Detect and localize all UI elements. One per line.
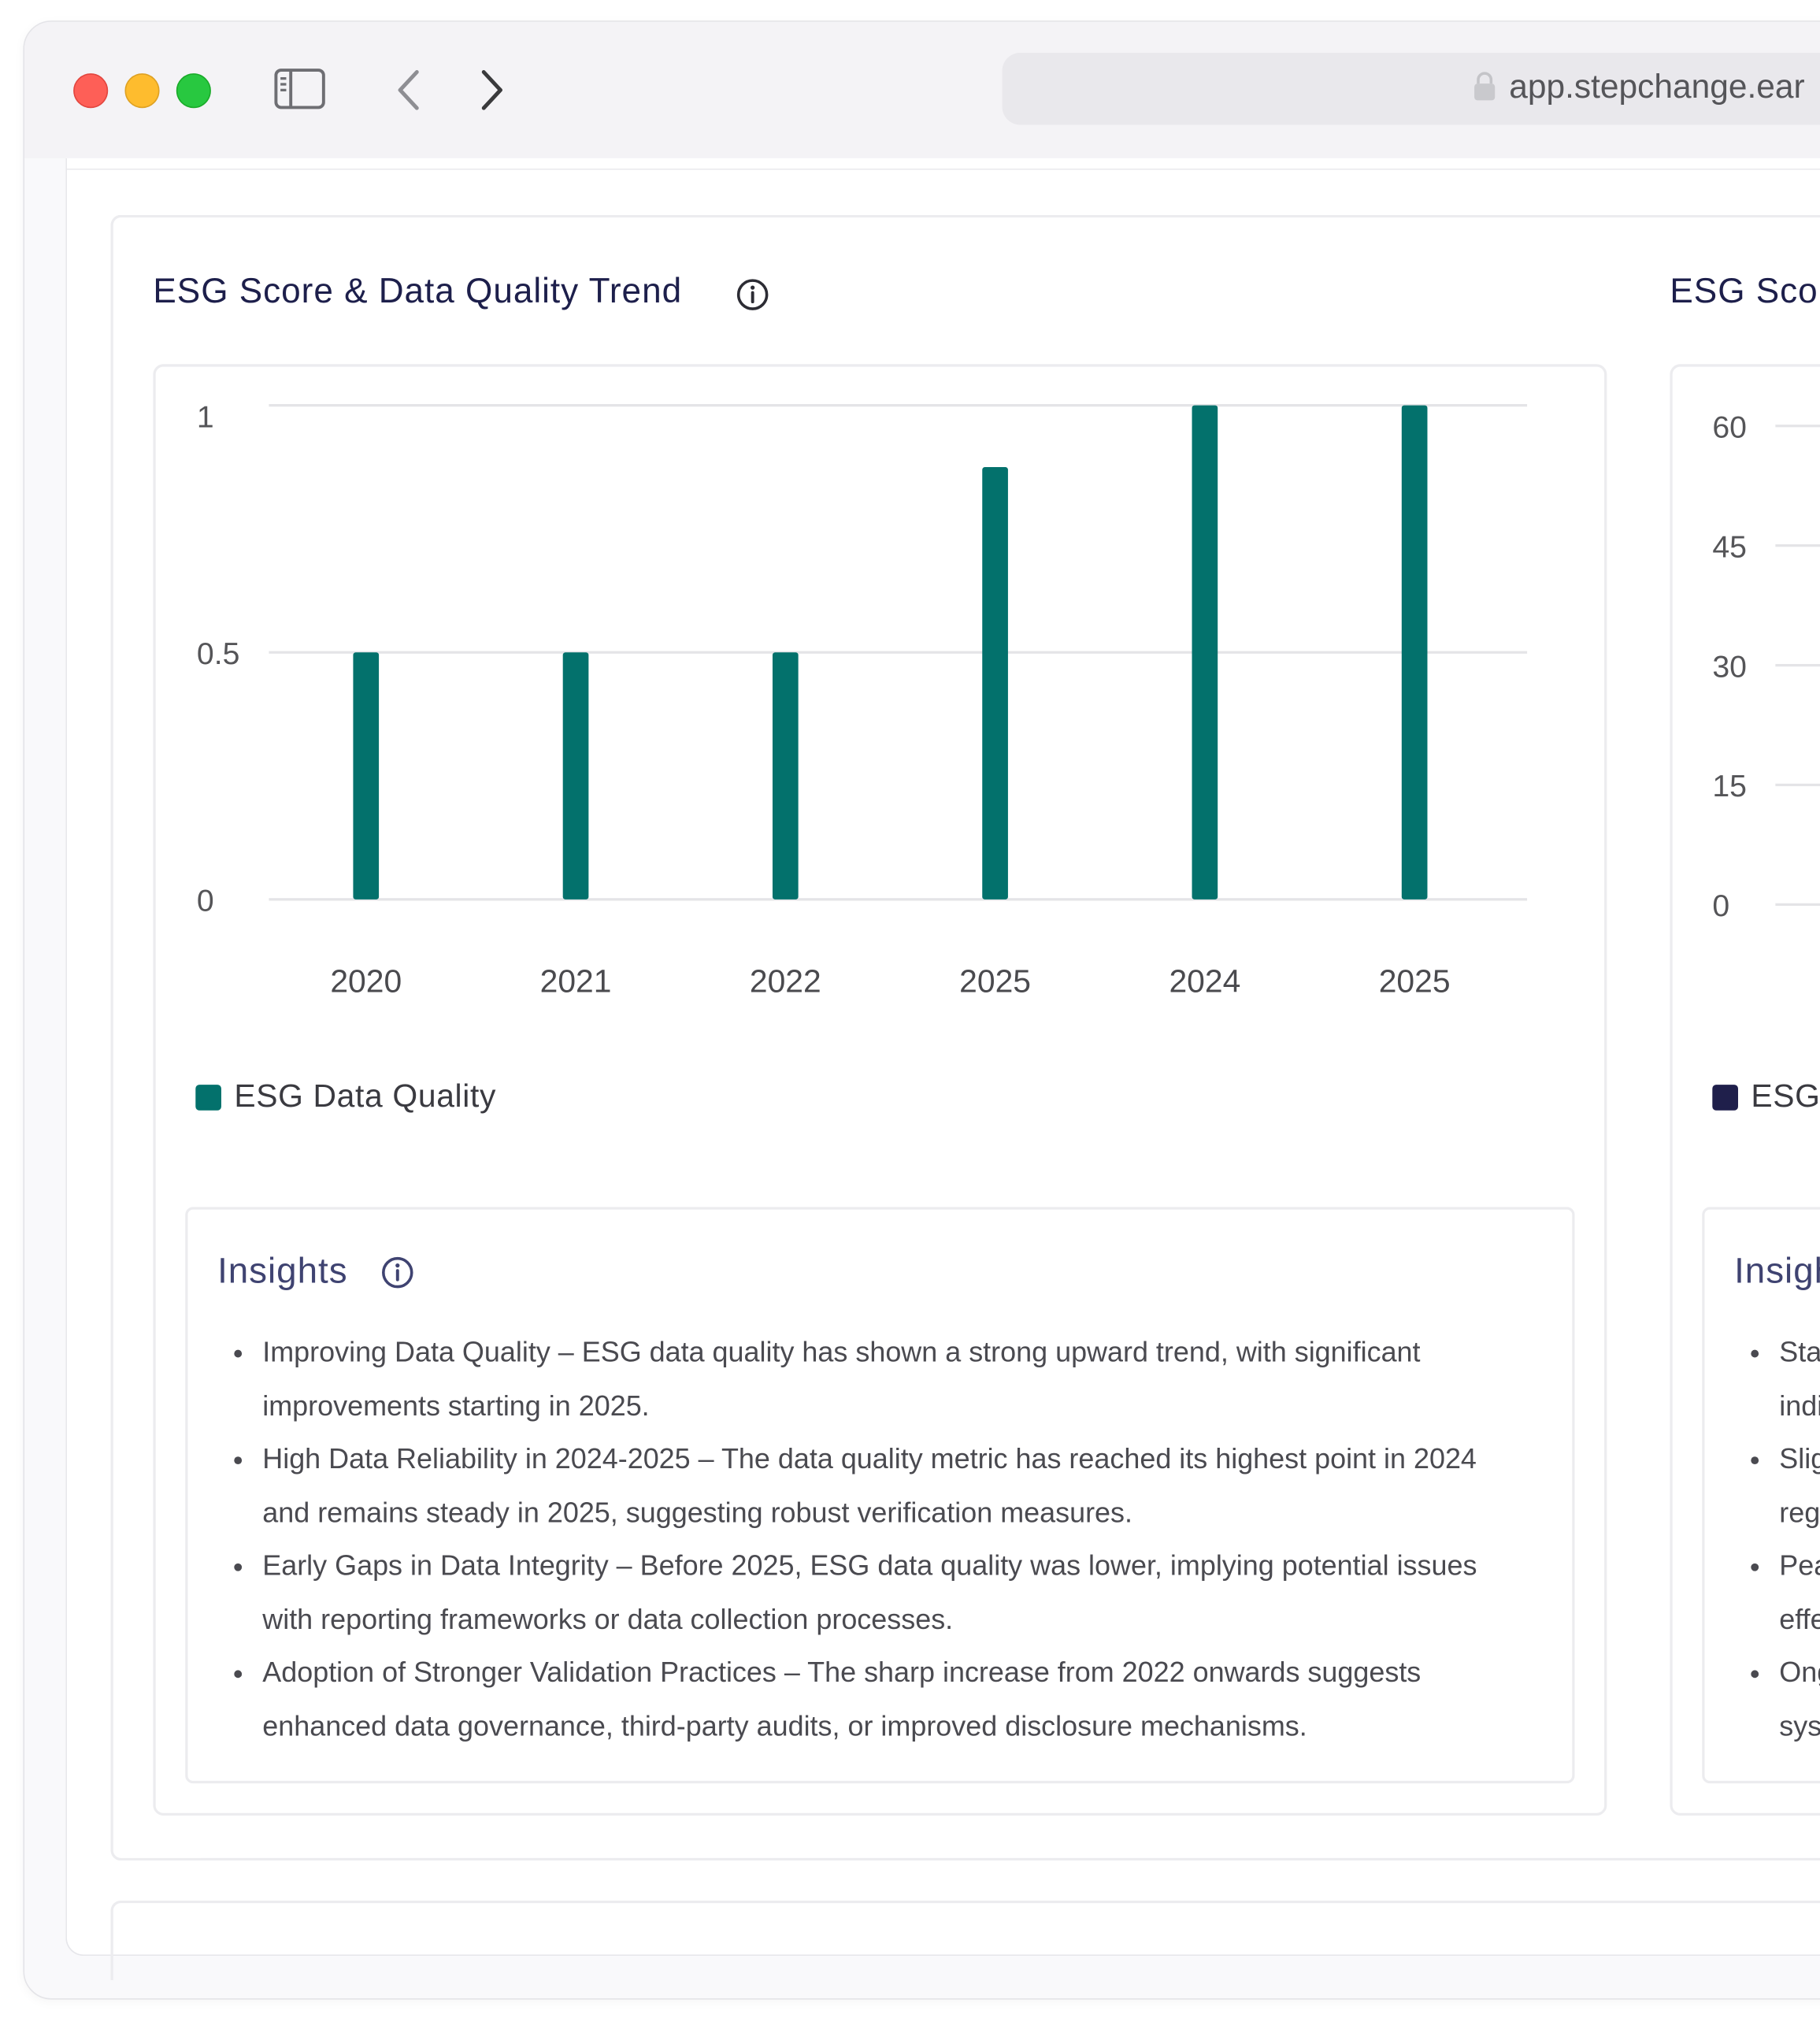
insight-item: Ong sys (1748, 1645, 1820, 1753)
address-bar[interactable]: app.stepchange.ear (1002, 52, 1820, 125)
insight-item: Improving Data Quality – ESG data qualit… (232, 1326, 1531, 1433)
y-tick-label: 30 (1712, 650, 1747, 684)
legend-label: ESG (1751, 1078, 1820, 1115)
right-insights-card: Insigh Sta indi Slig reg Pea (1702, 1207, 1820, 1784)
esg-data-quality-bar-chart: 0 0.5 1 2020 2021 2022 2025 2024 2025 (197, 400, 1528, 1000)
insights-card: Insights Improving Data Quality – ESG da… (185, 1207, 1575, 1784)
content-divider (66, 169, 1820, 170)
y-tick-label: 0 (197, 885, 214, 918)
right-chart-legend: ESG (1712, 1078, 1820, 1115)
insight-item: High Data Reliability in 2024-2025 – The… (232, 1432, 1531, 1539)
bar-2021[interactable] (562, 652, 589, 900)
esg-score-chart: 60 45 30 15 0 (1712, 410, 1820, 923)
next-panel (110, 1900, 1820, 1981)
insight-item: Adoption of Stronger Validation Practice… (232, 1645, 1531, 1753)
x-tick-label: 2020 (330, 963, 402, 1000)
url-text: app.stepchange.ear (1509, 66, 1805, 106)
y-tick-label: 15 (1712, 770, 1747, 803)
esg-quality-chart-title: ESG Score & Data Quality Trend (153, 271, 683, 310)
bar-2025[interactable] (982, 466, 1008, 900)
insights-info-icon[interactable] (381, 1256, 414, 1289)
y-tick-label: 45 (1712, 530, 1747, 564)
x-tick-label: 2025 (959, 963, 1031, 1000)
browser-titlebar: app.stepchange.ear (24, 21, 1820, 158)
info-icon[interactable] (736, 278, 769, 311)
x-tick-label: 2024 (1169, 963, 1240, 1000)
minimize-window-button[interactable] (124, 73, 160, 109)
bar-2025[interactable] (1401, 405, 1428, 900)
x-tick-label: 2022 (750, 963, 821, 1000)
insight-item: Slig reg (1748, 1432, 1820, 1539)
y-tick-label: 0.5 (197, 637, 239, 671)
insight-item: Sta indi (1748, 1326, 1820, 1433)
legend-swatch (1712, 1084, 1738, 1110)
x-tick-label: 2025 (1379, 963, 1451, 1000)
esg-quality-chart-card: 0 0.5 1 2020 2021 2022 2025 2024 2025 ESG Data Q… (153, 364, 1607, 1816)
insights-list: Improving Data Quality – ESG data qualit… (232, 1326, 1531, 1753)
lock-icon (1474, 72, 1496, 101)
y-tick-label: 1 (197, 400, 214, 434)
charts-panel: ESG Score & Data Quality Trend 0 0.5 1 2020… (110, 214, 1820, 1861)
browser-window: app.stepchange.ear ESG Score & Data Qual… (23, 20, 1820, 2000)
legend-swatch (195, 1084, 221, 1110)
insight-item: Early Gaps in Data Integrity – Before 20… (232, 1539, 1531, 1646)
maximize-window-button[interactable] (176, 73, 211, 109)
bar-2024[interactable] (1192, 405, 1218, 900)
x-tick-label: 2021 (540, 963, 612, 1000)
close-window-button[interactable] (73, 73, 109, 109)
y-tick-label: 60 (1712, 410, 1747, 444)
bar-2020[interactable] (353, 652, 380, 900)
bar-2022[interactable] (772, 652, 799, 900)
page-content: ESG Score & Data Quality Trend 0 0.5 1 2020… (65, 158, 1820, 1981)
insight-item: Pea effe (1748, 1539, 1820, 1646)
insights-title: Insigh (1734, 1250, 1820, 1291)
y-tick-label: 0 (1712, 889, 1729, 923)
chart-legend: ESG Data Quality (195, 1078, 496, 1115)
sidebar-toggle-icon[interactable] (274, 69, 325, 109)
esg-score-chart-title: ESG Sco (1670, 271, 1818, 310)
forward-chevron-icon[interactable] (477, 69, 506, 113)
insights-title: Insights (217, 1250, 348, 1291)
insights-list: Sta indi Slig reg Pea effe (1748, 1326, 1820, 1753)
legend-label: ESG Data Quality (234, 1078, 497, 1115)
esg-score-chart-card: 60 45 30 15 0 ESG Insigh Sta indi (1670, 364, 1820, 1816)
back-chevron-icon[interactable] (395, 69, 424, 113)
